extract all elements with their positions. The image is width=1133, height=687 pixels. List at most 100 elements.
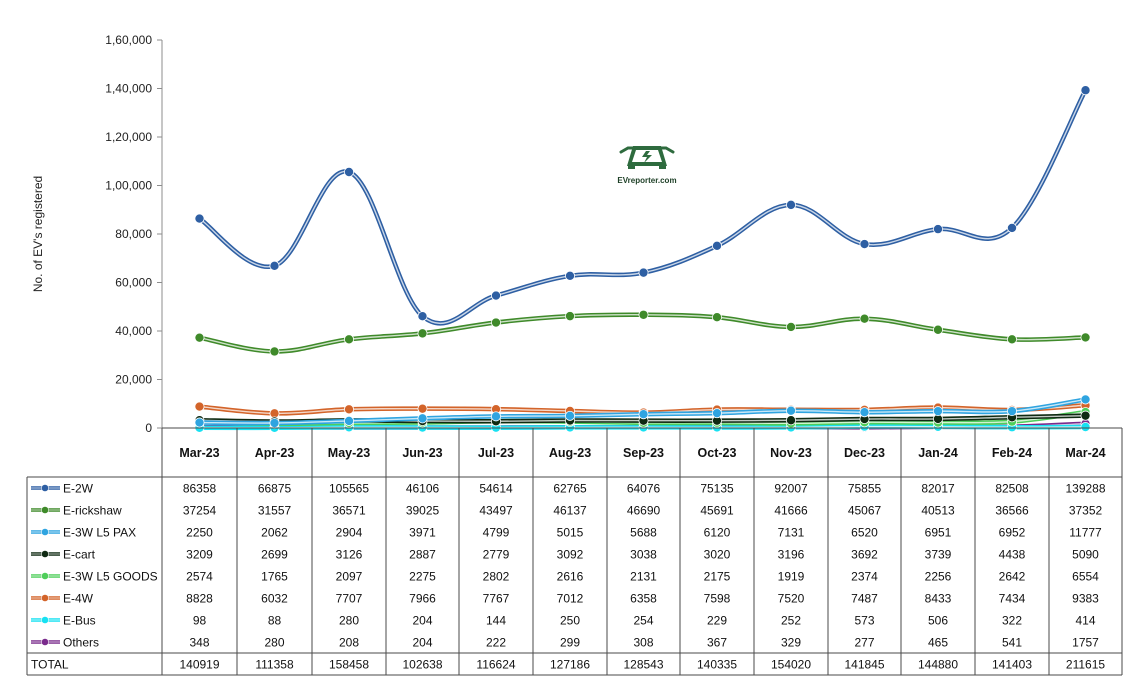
table-cell-e-3w-l5-goods-mar-23: 2574 — [186, 570, 213, 584]
table-cell-e-4w-mar-23: 8828 — [186, 592, 213, 606]
table-cell-e-3w-l5-goods-may-23: 2097 — [336, 570, 363, 584]
table-cell-e-2w-nov-23: 92007 — [774, 482, 808, 496]
table-row-e-3w-l5-goods: E-3W L5 GOODS 2574 1765 2097 2275 2802 2616 213… — [31, 570, 1099, 584]
table-cell-others-mar-23: 348 — [189, 636, 209, 650]
data-point-e-4w-may-23 — [343, 404, 354, 415]
y-axis-title: No. of EV's registered — [31, 176, 45, 292]
table-cell-e-bus-feb-24: 322 — [1002, 614, 1022, 628]
category-label-may-23: May-23 — [328, 446, 370, 460]
data-point-e-3w-l5-pax-mar-24 — [1080, 394, 1091, 405]
data-point-e-2w-may-23 — [343, 167, 354, 178]
table-cell-others-apr-23: 280 — [264, 636, 284, 650]
table-cell-e-rickshaw-nov-23: 41666 — [774, 504, 808, 518]
table-cell-e-4w-jul-23: 7767 — [483, 592, 510, 606]
data-point-e-rickshaw-jun-23 — [417, 328, 428, 339]
table-cell-e-3w-l5-pax-aug-23: 5015 — [557, 526, 584, 540]
table-cell-others-aug-23: 299 — [560, 636, 580, 650]
data-point-e-cart-mar-24 — [1080, 410, 1091, 421]
category-label-dec-23: Dec-23 — [844, 446, 885, 460]
table-cell-e-2w-jul-23: 54614 — [479, 482, 513, 496]
legend-label-e-cart: E-cart — [63, 548, 96, 562]
table-cell-e-2w-aug-23: 62765 — [553, 482, 587, 496]
y-tick-label: 80,000 — [115, 227, 152, 241]
table-cell-e-3w-l5-pax-nov-23: 7131 — [778, 526, 805, 540]
table-cell-e-4w-sep-23: 6358 — [630, 592, 657, 606]
table-cell-others-jan-24: 465 — [928, 636, 948, 650]
table-cell-others-sep-23: 308 — [633, 636, 653, 650]
table-cell-others-oct-23: 367 — [707, 636, 727, 650]
category-label-aug-23: Aug-23 — [549, 446, 591, 460]
table-cell-e-cart-sep-23: 3038 — [630, 548, 657, 562]
data-point-e-bus-mar-24 — [1080, 421, 1091, 432]
total-cell-sep-23: 128543 — [623, 658, 663, 672]
table-cell-e-rickshaw-jun-23: 39025 — [406, 504, 440, 518]
table-cell-e-3w-l5-pax-mar-23: 2250 — [186, 526, 213, 540]
series-line-e-rickshaw-outline — [199, 312, 1086, 354]
table-cell-e-3w-l5-pax-sep-23: 5688 — [630, 526, 657, 540]
total-cell-oct-23: 140335 — [697, 658, 737, 672]
table-cell-e-3w-l5-pax-jul-23: 4799 — [483, 526, 510, 540]
total-cell-mar-24: 211615 — [1066, 658, 1105, 672]
legend-key-marker — [41, 638, 49, 646]
table-cell-e-2w-oct-23: 75135 — [700, 482, 734, 496]
data-point-e-rickshaw-apr-23 — [269, 346, 280, 357]
table-cell-e-3w-l5-pax-feb-24: 6952 — [999, 526, 1026, 540]
table-cell-e-3w-l5-goods-jan-24: 2256 — [925, 570, 952, 584]
table-cell-e-4w-mar-24: 9383 — [1072, 592, 1099, 606]
data-point-e-rickshaw-sep-23 — [638, 309, 649, 320]
table-cell-e-rickshaw-sep-23: 46690 — [627, 504, 661, 518]
table-cell-e-rickshaw-aug-23: 46137 — [553, 504, 587, 518]
data-point-e-2w-feb-24 — [1007, 222, 1018, 233]
table-row-e-4w: E-4W 8828 6032 7707 7966 7767 7012 6358 7598 7520… — [31, 592, 1099, 606]
category-label-feb-24: Feb-24 — [992, 446, 1032, 460]
category-label-mar-23: Mar-23 — [179, 446, 219, 460]
series-e-rickshaw — [194, 309, 1091, 357]
legend-label-e-3w-l5-goods: E-3W L5 GOODS — [63, 570, 158, 584]
category-label-jan-24: Jan-24 — [918, 446, 958, 460]
table-cell-e-rickshaw-jan-24: 40513 — [921, 504, 955, 518]
table-row-e-bus: E-Bus 98 88 280 204 144 250 254 229 252 573 506 322 4… — [31, 614, 1096, 628]
table-cell-e-cart-dec-23: 3692 — [851, 548, 878, 562]
table-cell-e-cart-apr-23: 2699 — [261, 548, 288, 562]
y-tick-label: 40,000 — [115, 324, 152, 338]
y-tick-label: 1,00,000 — [105, 179, 152, 193]
logo-text: EVreporter.com — [617, 176, 676, 185]
table-cell-e-bus-aug-23: 250 — [560, 614, 580, 628]
table-cell-e-3w-l5-pax-oct-23: 6120 — [704, 526, 731, 540]
table-cell-e-rickshaw-mar-24: 37352 — [1069, 504, 1103, 518]
total-cell-apr-23: 111358 — [255, 658, 294, 672]
data-point-e-rickshaw-feb-24 — [1007, 334, 1018, 345]
table-cell-e-3w-l5-goods-aug-23: 2616 — [557, 570, 584, 584]
table-cell-e-3w-l5-goods-nov-23: 1919 — [778, 570, 805, 584]
category-label-jul-23: Jul-23 — [478, 446, 514, 460]
table-cell-e-3w-l5-pax-jan-24: 6951 — [925, 526, 952, 540]
data-point-e-rickshaw-jan-24 — [933, 324, 944, 335]
table-cell-e-2w-sep-23: 64076 — [627, 482, 661, 496]
legend-key-marker — [41, 572, 49, 580]
total-cell-dec-23: 141845 — [844, 658, 884, 672]
data-point-e-2w-jan-24 — [933, 224, 944, 235]
table-cell-e-2w-dec-23: 75855 — [848, 482, 882, 496]
table-cell-e-4w-nov-23: 7520 — [778, 592, 805, 606]
table-cell-e-rickshaw-dec-23: 45067 — [848, 504, 882, 518]
data-point-e-rickshaw-jul-23 — [490, 317, 501, 328]
evreporter-logo: EVreporter.com — [617, 146, 677, 185]
y-tick-label: 60,000 — [115, 276, 152, 290]
table-cell-e-3w-l5-goods-oct-23: 2175 — [704, 570, 731, 584]
data-point-e-2w-sep-23 — [638, 267, 649, 278]
table-cell-e-rickshaw-may-23: 36571 — [332, 504, 366, 518]
legend-key-marker — [41, 506, 49, 514]
data-point-e-2w-dec-23 — [859, 239, 870, 250]
data-point-e-3w-l5-pax-jul-23 — [490, 411, 501, 422]
data-point-e-3w-l5-pax-sep-23 — [638, 409, 649, 420]
data-point-e-rickshaw-aug-23 — [565, 311, 576, 322]
table-row-e-cart: E-cart 3209 2699 3126 2887 2779 3092 3038 3020 31… — [31, 548, 1099, 562]
legend-key-marker — [41, 528, 49, 536]
data-point-e-2w-jun-23 — [417, 311, 428, 322]
data-point-e-rickshaw-mar-24 — [1080, 332, 1091, 343]
table-cell-e-3w-l5-goods-apr-23: 1765 — [261, 570, 288, 584]
table-cell-e-2w-apr-23: 66875 — [258, 482, 292, 496]
data-point-e-3w-l5-pax-oct-23 — [712, 408, 723, 419]
table-row-e-2w: E-2W 86358 66875 105565 46106 54614 62765 64076… — [31, 482, 1106, 496]
